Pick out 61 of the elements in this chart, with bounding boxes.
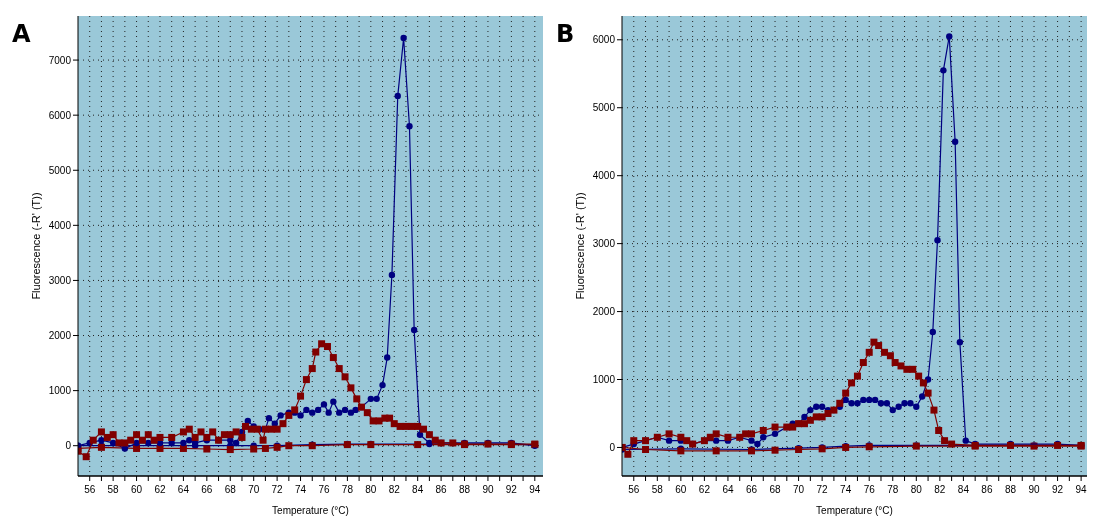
x-tick-label: 70 xyxy=(248,484,260,495)
x-tick-label: 88 xyxy=(458,484,471,495)
x-tick-label: 92 xyxy=(505,484,518,495)
x-tick-label: 64 xyxy=(722,484,734,495)
y-tick-label: 0 xyxy=(609,441,616,453)
y-tick-label: 0 xyxy=(65,440,72,452)
x-tick-label: 84 xyxy=(412,484,424,495)
chart-title: A xyxy=(12,20,31,48)
y-tick-label: 6000 xyxy=(48,109,72,121)
x-tick-label: 56 xyxy=(84,484,96,495)
x-tick-label: 84 xyxy=(957,484,970,495)
x-tick-label: 90 xyxy=(482,484,494,495)
y-tick-label: 6000 xyxy=(592,34,616,46)
x-tick-label: 80 xyxy=(365,484,377,495)
x-tick-label: 60 xyxy=(675,484,687,495)
x-tick-label: 94 xyxy=(1075,484,1088,495)
y-axis-title: Fluorescence (-R' (T)) xyxy=(574,192,586,300)
x-tick-label: 68 xyxy=(769,484,782,495)
y-tick-label: 4000 xyxy=(592,170,616,182)
x-axis-title: Temperature (°C) xyxy=(816,505,893,516)
x-tick-label: 58 xyxy=(107,484,120,495)
y-tick-label: 3000 xyxy=(48,274,72,286)
y-tick-label: 5000 xyxy=(48,164,72,176)
x-tick-label: 66 xyxy=(745,484,758,495)
x-tick-label: 72 xyxy=(816,484,829,495)
x-tick-label: 72 xyxy=(271,484,284,495)
y-tick-label: 4000 xyxy=(48,219,72,231)
x-tick-label: 70 xyxy=(793,484,805,495)
x-tick-label: 56 xyxy=(628,484,640,495)
x-tick-label: 76 xyxy=(318,484,330,495)
x-tick-label: 74 xyxy=(840,484,852,495)
x-tick-label: 82 xyxy=(388,484,401,495)
x-tick-label: 92 xyxy=(1052,484,1064,495)
x-tick-label: 86 xyxy=(435,484,448,495)
x-tick-label: 74 xyxy=(294,484,307,495)
y-tick-label: 2000 xyxy=(592,306,616,318)
x-tick-label: 66 xyxy=(201,484,213,495)
x-tick-label: 60 xyxy=(131,484,143,495)
y-tick-label: 1000 xyxy=(48,385,72,397)
y-axis-title: Fluorescence (-R' (T)) xyxy=(30,192,42,300)
x-tick-label: 76 xyxy=(863,484,876,495)
x-tick-label: 64 xyxy=(177,484,190,495)
y-tick-label: 5000 xyxy=(592,102,616,114)
y-tick-label: 1000 xyxy=(592,374,616,386)
x-tick-label: 58 xyxy=(651,484,664,495)
y-tick-label: 2000 xyxy=(48,330,72,342)
x-axis-title: Temperature (°C) xyxy=(272,505,349,516)
x-tick-label: 90 xyxy=(1028,484,1041,495)
x-tick-label: 88 xyxy=(1004,484,1017,495)
x-tick-label: 82 xyxy=(934,484,946,495)
x-tick-label: 86 xyxy=(981,484,993,495)
y-tick-label: 7000 xyxy=(48,54,72,66)
x-tick-label: 62 xyxy=(154,484,166,495)
y-tick-label: 3000 xyxy=(592,238,616,250)
x-tick-label: 94 xyxy=(529,484,541,495)
x-tick-label: 78 xyxy=(341,484,354,495)
x-tick-label: 68 xyxy=(224,484,237,495)
x-tick-label: 80 xyxy=(910,484,923,495)
x-tick-label: 78 xyxy=(887,484,899,495)
x-tick-label: 62 xyxy=(698,484,711,495)
chart-title: B xyxy=(556,20,575,48)
